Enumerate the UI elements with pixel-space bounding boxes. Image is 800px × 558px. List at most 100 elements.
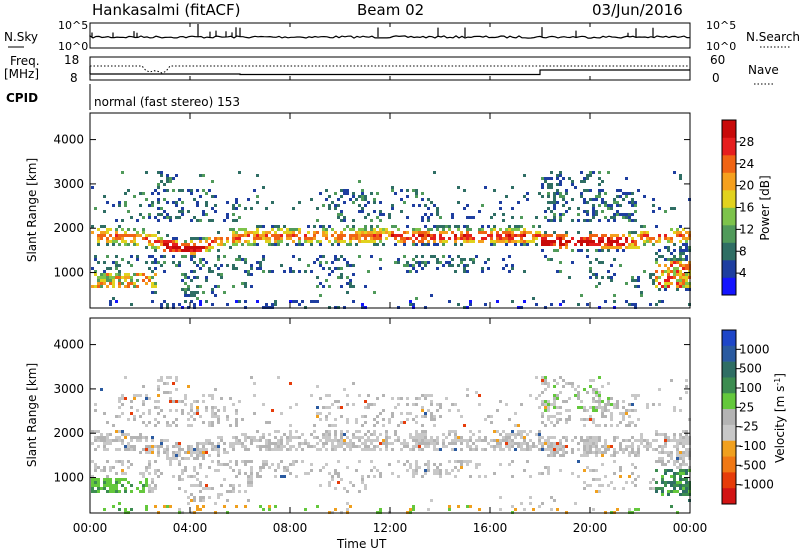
- range-cell: [229, 460, 232, 463]
- range-cell: [235, 412, 238, 415]
- range-cell: [181, 273, 184, 276]
- range-cell: [382, 439, 385, 442]
- range-cell: [184, 403, 187, 406]
- range-cell: [631, 448, 634, 451]
- range-cell: [670, 228, 673, 231]
- y-tick-label: 3000: [53, 382, 84, 396]
- range-cell: [328, 472, 331, 475]
- range-cell: [646, 403, 649, 406]
- range-cell: [598, 189, 601, 192]
- range-cell: [400, 412, 403, 415]
- range-cell: [502, 448, 505, 451]
- range-cell: [328, 481, 331, 484]
- range-cell: [112, 279, 115, 282]
- range-cell: [676, 279, 679, 282]
- range-cell: [241, 460, 244, 463]
- range-cell: [337, 400, 340, 403]
- power-colorbar-tick: 28: [739, 135, 754, 149]
- range-cell: [103, 261, 106, 264]
- range-cell: [157, 183, 160, 186]
- range-cell: [682, 442, 685, 445]
- range-cell: [559, 237, 562, 240]
- range-cell: [256, 261, 259, 264]
- range-cell: [619, 442, 622, 445]
- range-cell: [157, 448, 160, 451]
- range-cell: [343, 201, 346, 204]
- range-cell: [307, 225, 310, 228]
- range-cell: [601, 246, 604, 249]
- range-cell: [178, 487, 181, 490]
- range-cell: [172, 400, 175, 403]
- range-cell: [685, 436, 688, 439]
- range-cell: [397, 234, 400, 237]
- range-cell: [388, 216, 391, 219]
- range-cell: [133, 436, 136, 439]
- range-cell: [556, 397, 559, 400]
- range-cell: [178, 210, 181, 213]
- range-cell: [238, 469, 241, 472]
- range-cell: [610, 418, 613, 421]
- range-cell: [472, 261, 475, 264]
- range-cell: [607, 382, 610, 385]
- range-cell: [571, 180, 574, 183]
- range-cell: [271, 234, 274, 237]
- range-cell: [130, 276, 133, 279]
- range-cell: [403, 240, 406, 243]
- range-cell: [679, 487, 682, 490]
- range-cell: [319, 469, 322, 472]
- range-cell: [589, 267, 592, 270]
- range-cell: [685, 379, 688, 382]
- range-cell: [601, 409, 604, 412]
- range-cell: [493, 243, 496, 246]
- range-cell: [157, 406, 160, 409]
- range-cell: [556, 249, 559, 252]
- range-cell: [682, 484, 685, 487]
- range-cell: [109, 300, 112, 303]
- range-cell: [250, 469, 253, 472]
- range-cell: [361, 207, 364, 210]
- range-cell: [622, 487, 625, 490]
- range-cell: [433, 237, 436, 240]
- range-cell: [364, 445, 367, 448]
- range-cell: [382, 243, 385, 246]
- range-cell: [184, 273, 187, 276]
- range-cell: [118, 397, 121, 400]
- range-cell: [469, 475, 472, 478]
- range-cell: [184, 451, 187, 454]
- range-cell: [424, 397, 427, 400]
- range-cell: [415, 442, 418, 445]
- range-cell: [655, 240, 658, 243]
- range-cell: [157, 421, 160, 424]
- range-cell: [343, 192, 346, 195]
- range-cell: [199, 240, 202, 243]
- range-cell: [163, 189, 166, 192]
- range-cell: [613, 240, 616, 243]
- range-cell: [325, 418, 328, 421]
- range-cell: [601, 406, 604, 409]
- range-cell: [184, 255, 187, 258]
- range-cell: [562, 300, 565, 303]
- range-cell: [379, 472, 382, 475]
- range-cell: [352, 264, 355, 267]
- range-cell: [622, 406, 625, 409]
- range-cell: [427, 243, 430, 246]
- range-cell: [310, 300, 313, 303]
- range-cell: [523, 195, 526, 198]
- range-cell: [553, 454, 556, 457]
- range-cell: [619, 204, 622, 207]
- range-cell: [559, 261, 562, 264]
- range-cell: [121, 234, 124, 237]
- range-cell: [601, 451, 604, 454]
- range-cell: [583, 487, 586, 490]
- range-cell: [529, 394, 532, 397]
- range-cell: [175, 249, 178, 252]
- range-cell: [598, 490, 601, 493]
- range-cell: [163, 448, 166, 451]
- range-cell: [325, 231, 328, 234]
- range-cell: [421, 436, 424, 439]
- range-cell: [283, 433, 286, 436]
- range-cell: [685, 463, 688, 466]
- range-cell: [367, 213, 370, 216]
- range-cell: [499, 439, 502, 442]
- range-cell: [550, 177, 553, 180]
